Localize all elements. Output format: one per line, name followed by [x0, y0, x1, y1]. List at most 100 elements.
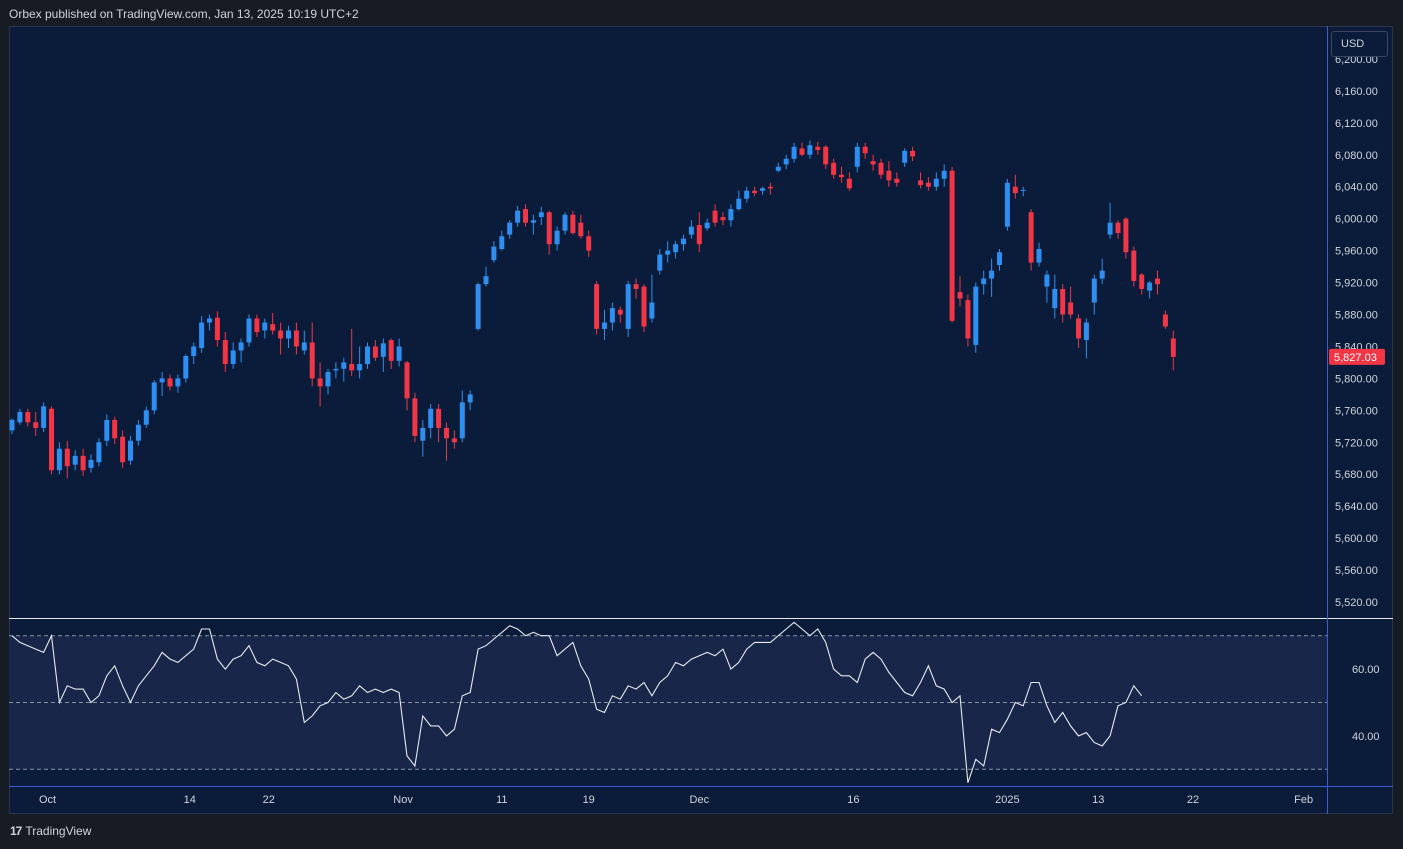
candle-body — [499, 236, 505, 250]
price-tick-label: 5,560.00 — [1335, 565, 1378, 577]
candle-body — [823, 146, 829, 165]
time-tick-label: 16 — [847, 794, 859, 806]
candle-body — [609, 308, 615, 323]
candle-body — [752, 190, 758, 194]
candle-body — [41, 406, 47, 428]
price-tick-label: 5,720.00 — [1335, 437, 1378, 449]
candle-body — [546, 212, 552, 245]
candle-body — [1012, 186, 1018, 194]
candle-body — [451, 438, 457, 443]
candle-body — [886, 170, 892, 181]
candle-body — [933, 178, 939, 187]
candle-body — [807, 145, 813, 155]
publisher-header: Orbex published on TradingView.com, Jan … — [9, 7, 359, 21]
candle-body — [910, 150, 916, 157]
candle-body — [1028, 212, 1034, 263]
candle-body — [135, 424, 141, 441]
candle-body — [388, 340, 394, 361]
candle-body — [570, 214, 576, 234]
rsi-pane[interactable] — [9, 621, 1327, 783]
candle-body — [286, 330, 291, 339]
candle-body — [404, 362, 410, 399]
candle-body — [578, 222, 584, 237]
price-tick-label: 5,520.00 — [1335, 597, 1378, 609]
candle-body — [88, 459, 94, 468]
candle-body — [128, 440, 133, 461]
candle-body — [617, 309, 623, 315]
candle-body — [641, 286, 647, 327]
price-tick-label: 5,960.00 — [1335, 246, 1378, 258]
candle-body — [1044, 274, 1050, 287]
rsi-tick-label: 40.00 — [1352, 731, 1380, 743]
candle-body — [1139, 274, 1145, 289]
candle-body — [681, 238, 686, 245]
candle-body — [365, 346, 370, 365]
candle-body — [64, 448, 70, 467]
candle-body — [17, 411, 23, 423]
candle-body — [965, 300, 971, 339]
candle-body — [870, 161, 876, 165]
candle-body — [262, 322, 268, 331]
candle-body — [214, 317, 220, 341]
candle-body — [720, 217, 726, 221]
candle-body — [349, 364, 355, 371]
candle-body — [594, 284, 600, 329]
price-tick-label: 5,600.00 — [1335, 533, 1378, 545]
currency-selector[interactable]: USD — [1331, 31, 1388, 57]
candle-body — [412, 398, 418, 436]
candle-body — [467, 394, 473, 403]
candle-body — [491, 246, 497, 261]
candle-body — [96, 442, 102, 463]
candle-body — [1052, 288, 1058, 309]
candle-body — [862, 146, 868, 154]
candle-body — [207, 318, 212, 323]
candle-body — [1170, 338, 1176, 357]
brand-name: TradingView — [25, 824, 92, 838]
candle-body — [49, 408, 54, 471]
candle-body — [878, 162, 884, 175]
candle-body — [278, 330, 284, 339]
candle-body — [925, 182, 931, 187]
candle-body — [997, 252, 1002, 265]
price-tick-label: 5,880.00 — [1335, 310, 1378, 322]
candle-body — [949, 170, 955, 321]
candle-body — [799, 148, 805, 155]
candle-body — [80, 455, 86, 471]
candle-body — [483, 276, 489, 285]
candle-body — [270, 324, 276, 331]
candle-body — [941, 170, 947, 179]
price-axis[interactable]: 6,200.006,160.006,120.006,080.006,040.00… — [1329, 54, 1385, 743]
tradingview-logo[interactable]: 17 TradingView — [10, 824, 91, 838]
candle-body — [1131, 250, 1137, 281]
candle-body — [1147, 282, 1153, 291]
rsi-tick-label: 60.00 — [1352, 664, 1380, 676]
candle-body — [981, 278, 987, 285]
price-tick-label: 6,000.00 — [1335, 214, 1378, 226]
candle-body — [293, 330, 299, 347]
candle-body — [1076, 318, 1081, 339]
chart-canvas[interactable]: 6,200.006,160.006,120.006,080.006,040.00… — [9, 26, 1393, 814]
time-tick-label: 22 — [1187, 794, 1199, 806]
price-pane[interactable] — [9, 26, 1393, 814]
candle-body — [175, 378, 181, 387]
rsi-line — [11, 621, 1143, 783]
candle-body — [254, 318, 260, 333]
candle-body — [475, 284, 481, 329]
candle-body — [515, 210, 521, 223]
price-tick-label: 6,160.00 — [1335, 86, 1378, 98]
candle-body — [783, 158, 789, 165]
candle-body — [396, 346, 402, 361]
candle-body — [167, 378, 173, 387]
candle-body — [767, 186, 773, 189]
candle-body — [530, 220, 536, 223]
candle-body — [301, 342, 307, 351]
price-tick-label: 6,040.00 — [1335, 182, 1378, 194]
time-axis[interactable]: Oct 14 22 Nov 11 19 Dec 16 2025 13 22 Feb — [39, 794, 1313, 806]
candle-body — [1004, 182, 1010, 227]
candle-body — [688, 226, 694, 235]
candle-body — [1155, 278, 1160, 285]
candle-body — [918, 180, 923, 186]
candle-body — [1060, 288, 1066, 315]
candle-body — [902, 150, 908, 163]
candle-body — [973, 286, 979, 345]
